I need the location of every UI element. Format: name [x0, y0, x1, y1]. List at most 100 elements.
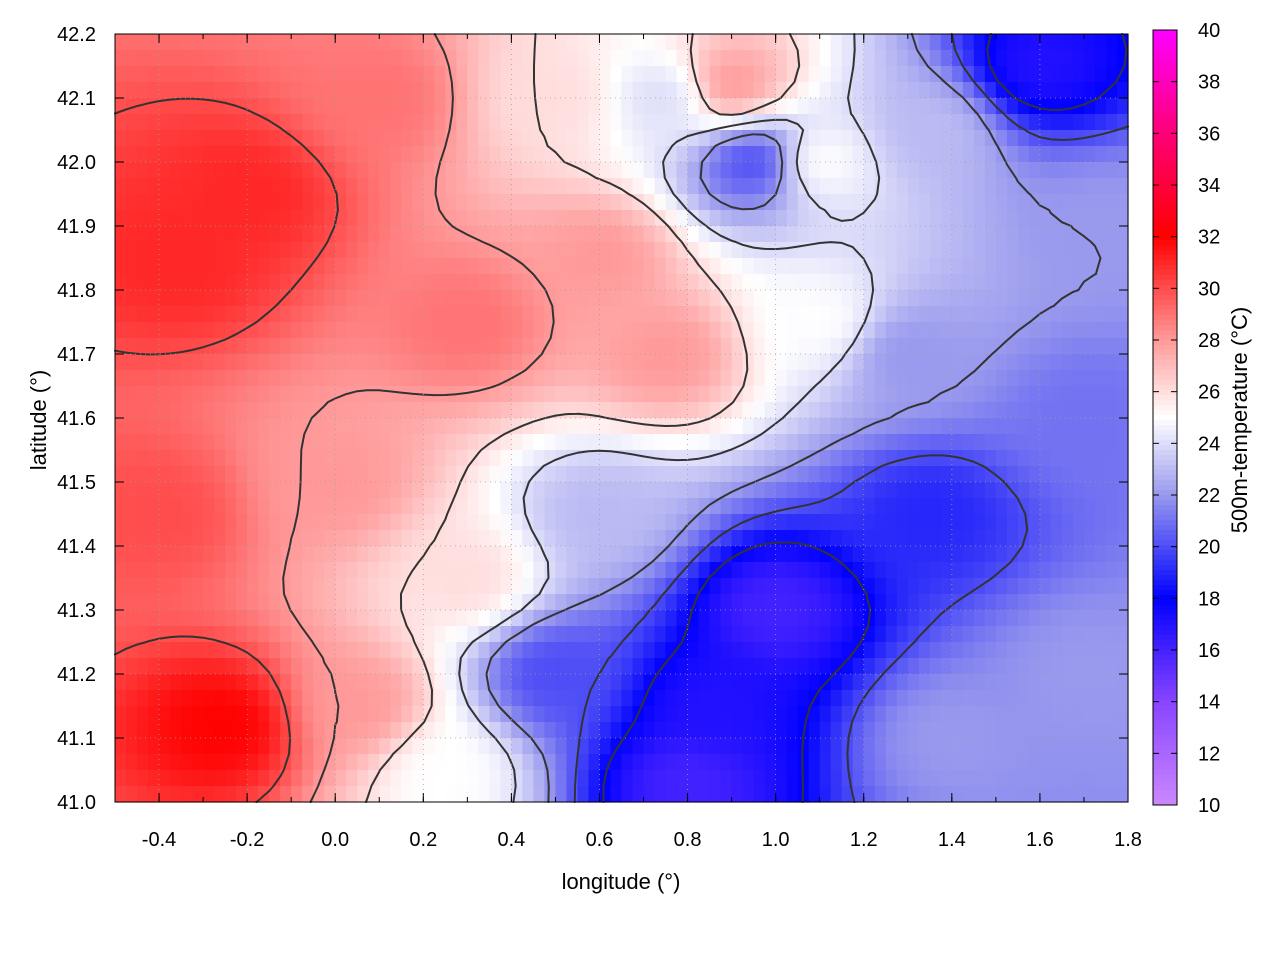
heat-cell — [841, 354, 854, 371]
heat-cell — [940, 562, 953, 579]
heat-cell — [170, 162, 182, 179]
heat-cell — [137, 754, 149, 771]
heat-cell — [412, 530, 424, 547]
heat-cell — [533, 130, 546, 147]
heat-cell — [390, 482, 402, 499]
heat-cell — [940, 226, 953, 243]
heat-cell — [698, 546, 711, 563]
heat-cell — [1050, 274, 1063, 291]
heat-cell — [984, 594, 997, 611]
heat-cell — [940, 402, 953, 419]
heat-cell — [588, 274, 601, 291]
heat-cell — [225, 274, 237, 291]
heat-cell — [258, 594, 270, 611]
heat-cell — [236, 82, 248, 99]
heat-cell — [775, 594, 788, 611]
heat-cell — [566, 562, 579, 579]
heat-cell — [1116, 242, 1129, 259]
heat-cell — [753, 370, 766, 387]
heat-cell — [192, 642, 204, 659]
heat-cell — [269, 498, 281, 515]
heat-cell — [1072, 738, 1085, 755]
heat-cell — [808, 658, 821, 675]
heat-cell — [973, 354, 986, 371]
heat-cell — [797, 242, 810, 259]
heat-cell — [632, 370, 645, 387]
heat-cell — [445, 130, 457, 147]
heat-cell — [456, 274, 468, 291]
heat-cell — [852, 610, 865, 627]
heat-cell — [456, 210, 468, 227]
heat-cell — [819, 82, 832, 99]
heat-cell — [863, 274, 876, 291]
heat-cell — [786, 466, 799, 483]
heat-cell — [236, 562, 248, 579]
heat-cell — [390, 386, 402, 403]
heat-cell — [896, 466, 909, 483]
heat-cell — [445, 418, 457, 435]
heat-cell — [1094, 402, 1107, 419]
heat-cell — [852, 690, 865, 707]
heat-cell — [819, 738, 832, 755]
heat-cell — [324, 194, 336, 211]
heat-cell — [379, 66, 391, 83]
heat-cell — [489, 626, 501, 643]
heat-cell — [1039, 274, 1052, 291]
heat-cell — [632, 386, 645, 403]
heat-cell — [412, 34, 424, 51]
heat-cell — [511, 274, 523, 291]
heat-cell — [841, 578, 854, 595]
heat-cell — [247, 514, 259, 531]
heat-cell — [1072, 386, 1085, 403]
heat-cell — [940, 370, 953, 387]
heat-cell — [170, 674, 182, 691]
heat-cell — [632, 98, 645, 115]
heat-cell — [830, 50, 843, 67]
heat-cell — [687, 546, 700, 563]
heat-cell — [610, 770, 623, 787]
heat-cell — [632, 434, 645, 451]
colorbar-cell — [1153, 120, 1177, 126]
heat-cell — [247, 290, 259, 307]
heat-cell — [742, 386, 755, 403]
heat-cell — [929, 434, 942, 451]
heat-cell — [247, 354, 259, 371]
heat-cell — [467, 642, 479, 659]
heat-cell — [115, 754, 127, 771]
heat-cell — [929, 354, 942, 371]
heat-cell — [687, 418, 700, 435]
colorbar-cell — [1153, 150, 1177, 156]
heat-cell — [1039, 642, 1052, 659]
heat-cell — [137, 658, 149, 675]
heat-cell — [830, 642, 843, 659]
heat-cell — [214, 786, 226, 803]
heat-cell — [555, 482, 568, 499]
heat-cell — [401, 658, 413, 675]
heat-cell — [742, 34, 755, 51]
colorbar-cell — [1153, 495, 1177, 501]
heat-cell — [929, 130, 942, 147]
heat-cell — [676, 386, 689, 403]
heat-cell — [808, 738, 821, 755]
heat-cell — [1094, 578, 1107, 595]
heat-cell — [577, 354, 590, 371]
heat-cell — [687, 754, 700, 771]
heat-cell — [115, 498, 127, 515]
heat-cell — [423, 82, 435, 99]
heat-cell — [720, 242, 733, 259]
heat-cell — [390, 546, 402, 563]
heat-cell — [1072, 690, 1085, 707]
heat-cell — [786, 322, 799, 339]
heat-cell — [907, 402, 920, 419]
colorbar-cell — [1153, 350, 1177, 356]
heat-cell — [489, 386, 501, 403]
heat-cell — [181, 466, 193, 483]
heat-cell — [500, 626, 512, 643]
heat-cell — [610, 66, 623, 83]
heat-cell — [775, 562, 788, 579]
heat-cell — [885, 290, 898, 307]
heat-cell — [588, 434, 601, 451]
colorbar-tick-label: 12 — [1198, 743, 1220, 765]
heat-cell — [522, 290, 535, 307]
heat-cell — [940, 146, 953, 163]
